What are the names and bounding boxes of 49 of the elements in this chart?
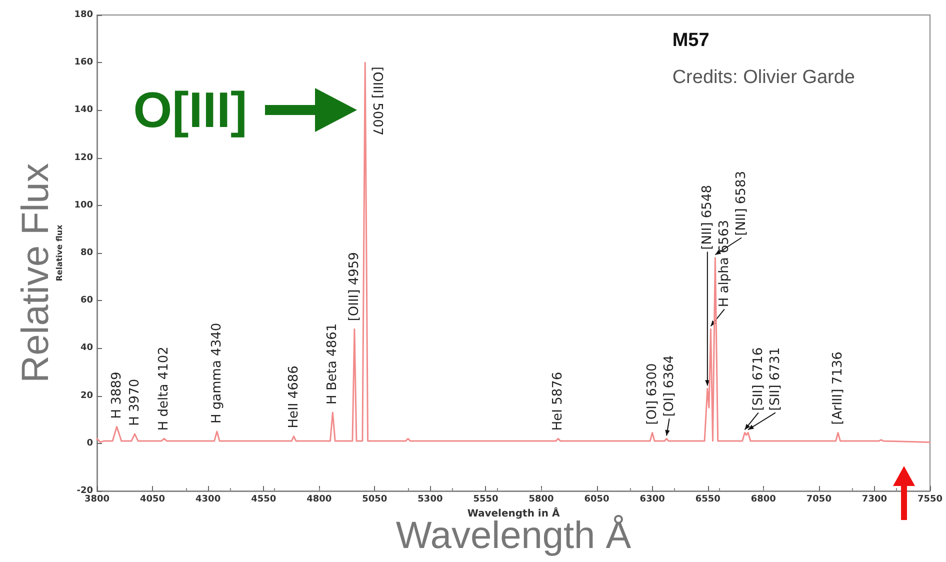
x-tick-label: 5550	[473, 494, 498, 504]
annotation: [ArIII] 7136	[830, 352, 846, 425]
y-tick-label: 0	[86, 438, 93, 448]
y-tick-label: 100	[74, 200, 93, 210]
text: M57	[672, 30, 710, 51]
x-tick-label: 4300	[196, 494, 221, 504]
y-tick-label: 80	[80, 248, 93, 258]
y-tick-label: 160	[74, 58, 93, 68]
y-tick-label: 60	[80, 296, 93, 306]
annotation: [SII] 6731	[768, 347, 783, 411]
y-tick-label: 120	[74, 152, 93, 163]
x-tick-label: 3800	[84, 494, 110, 504]
x-tick-label: 4550	[251, 494, 276, 504]
x-tick-label: 6050	[584, 494, 610, 504]
annotation: [OIII] 4959	[346, 252, 362, 322]
x-tick-label: 6300	[640, 494, 665, 504]
annotation: H Beta 4861	[325, 323, 340, 404]
annotation: [NII] 6583	[734, 170, 749, 236]
y-tick-label: 20	[80, 390, 93, 401]
annotation: [NII] 6548	[700, 184, 715, 250]
x-tick-label: 5050	[362, 494, 388, 504]
x-tick-label: 5300	[418, 494, 443, 504]
text: Credits: Olivier Garde	[672, 67, 856, 88]
x-tick-label: 4050	[140, 494, 166, 504]
annotation: H 3889	[109, 372, 124, 419]
annotation: [OI] 6300	[644, 363, 660, 425]
x-tick-label: 7550	[917, 494, 943, 504]
annotation: H gamma 4340	[209, 322, 224, 424]
annotation: [SII] 6716	[750, 347, 766, 411]
y-tick-label: 180	[74, 10, 93, 20]
x-tick-label: 5800	[528, 494, 554, 504]
annotation: O[III]	[133, 82, 248, 138]
y-tick-label: 40	[80, 343, 93, 354]
annotation: H alpha 6563	[716, 220, 732, 308]
x-tick-label: 6550	[695, 494, 720, 504]
y-tick-label: -20	[76, 486, 93, 496]
annotation: [OI] 6364	[662, 355, 677, 417]
annotation: HeI 5876	[550, 372, 566, 431]
text: Relative Flux	[15, 163, 57, 383]
annotation: H 3970	[127, 378, 142, 426]
y-tick-label: 140	[74, 105, 93, 116]
annotation: [OIII] 5007	[370, 66, 385, 136]
x-tick-label: 6800	[750, 494, 776, 504]
x-tick-label: 7050	[806, 494, 832, 504]
annotation: H delta 4102	[156, 346, 172, 431]
x-tick-label: 4800	[306, 494, 332, 504]
y-axis-title: Relative flux	[54, 224, 64, 282]
annotation: HeII 4686	[286, 366, 302, 428]
x-tick-label: 7300	[862, 494, 887, 504]
